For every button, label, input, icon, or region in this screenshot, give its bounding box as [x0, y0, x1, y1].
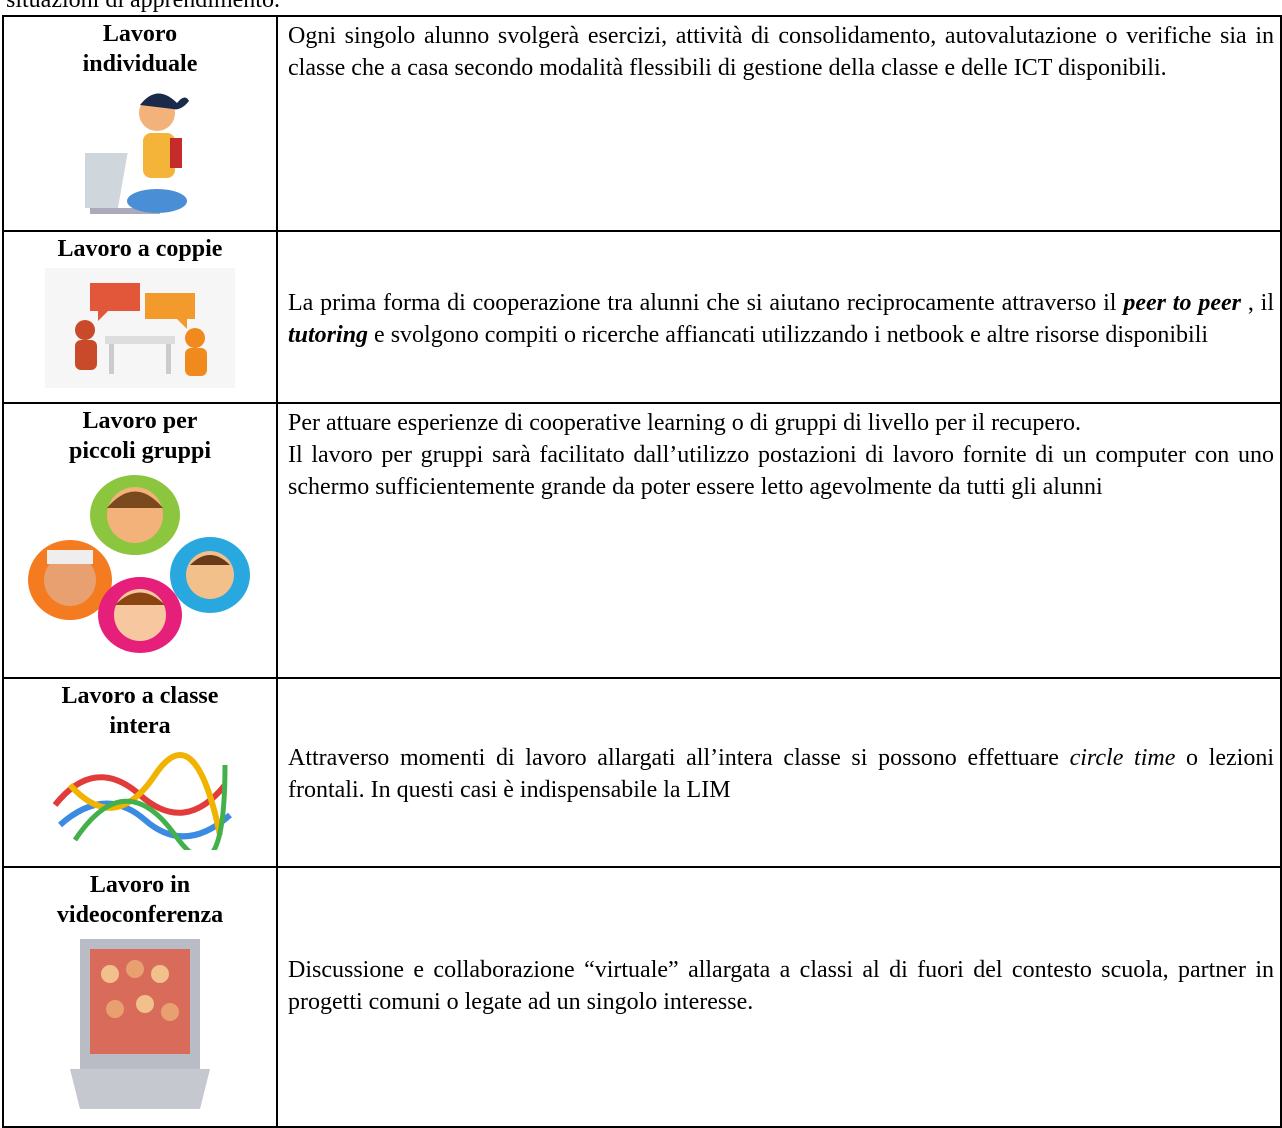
description-text: Ogni singolo alunno svolgerà esercizi, a… — [288, 23, 1274, 81]
description-text: o lezioni frontali. In questi casi è ind… — [288, 745, 1274, 803]
mode-cell: Lavoro in videoconferenza — [2, 866, 278, 1128]
mode-title: videoconferenza — [56, 902, 224, 928]
description-cell: Discussione e collaborazione “virtuale” … — [276, 866, 1282, 1128]
table-row: Lavoro in videoconferenza Discussione e … — [2, 866, 1282, 1128]
description-emphasis: circle time — [1069, 745, 1176, 771]
description-text: La prima forma di cooperazione tra alunn… — [288, 289, 1124, 316]
description-text: , il — [1240, 289, 1274, 316]
intro-text: situazioni di apprendimento. — [6, 0, 280, 13]
mode-title: intera — [109, 713, 171, 739]
illustration — [52, 752, 232, 850]
mode-title: piccoli gruppi — [68, 438, 212, 464]
illustration — [70, 939, 210, 1109]
description-cell: Attraverso momenti di lavoro allargati a… — [276, 677, 1282, 868]
mode-title: Lavoro a classe — [61, 683, 219, 709]
description-cell: La prima forma di cooperazione tra alunn… — [276, 230, 1282, 404]
description-text: Attraverso momenti di lavoro allargati a… — [288, 745, 1070, 771]
mode-title: Lavoro — [102, 21, 178, 47]
description-text: Il lavoro per gruppi sarà facilitato dal… — [288, 442, 1274, 500]
mode-title: individuale — [82, 51, 198, 77]
description-emphasis: tutoring — [288, 321, 369, 348]
mode-cell: Lavoro individuale — [2, 15, 278, 232]
table-row: Lavoro individuale Ogni singolo alunno s… — [2, 15, 1282, 232]
table-row: Lavoro a classe intera Attraverso moment… — [2, 677, 1282, 868]
mode-title: Lavoro a coppie — [57, 236, 223, 262]
description-cell: Ogni singolo alunno svolgerà esercizi, a… — [276, 15, 1282, 232]
description-emphasis: peer to peer — [1123, 289, 1241, 316]
illustration — [45, 268, 235, 388]
table-row: Lavoro a coppie La prima forma di cooper… — [2, 230, 1282, 404]
mode-cell: Lavoro a coppie — [2, 230, 278, 404]
mode-cell: Lavoro per piccoli gruppi — [2, 402, 278, 679]
description-text: Per attuare esperienze di cooperative le… — [288, 410, 1082, 436]
mode-title: Lavoro in — [89, 872, 191, 898]
illustration — [85, 93, 189, 214]
mode-cell: Lavoro a classe intera — [2, 677, 278, 868]
description-text: e svolgono compiti o ricerche affiancati… — [368, 321, 1209, 348]
work-modes-table: Lavoro individuale Ogni singolo alunno s… — [2, 15, 1282, 1128]
mode-title: Lavoro per — [82, 408, 198, 434]
description-text: Discussione e collaborazione “virtuale” … — [288, 957, 1274, 1015]
table-row: Lavoro per piccoli gruppi Per attuare es… — [2, 402, 1282, 679]
illustration — [28, 475, 250, 653]
description-cell: Per attuare esperienze di cooperative le… — [276, 402, 1282, 679]
